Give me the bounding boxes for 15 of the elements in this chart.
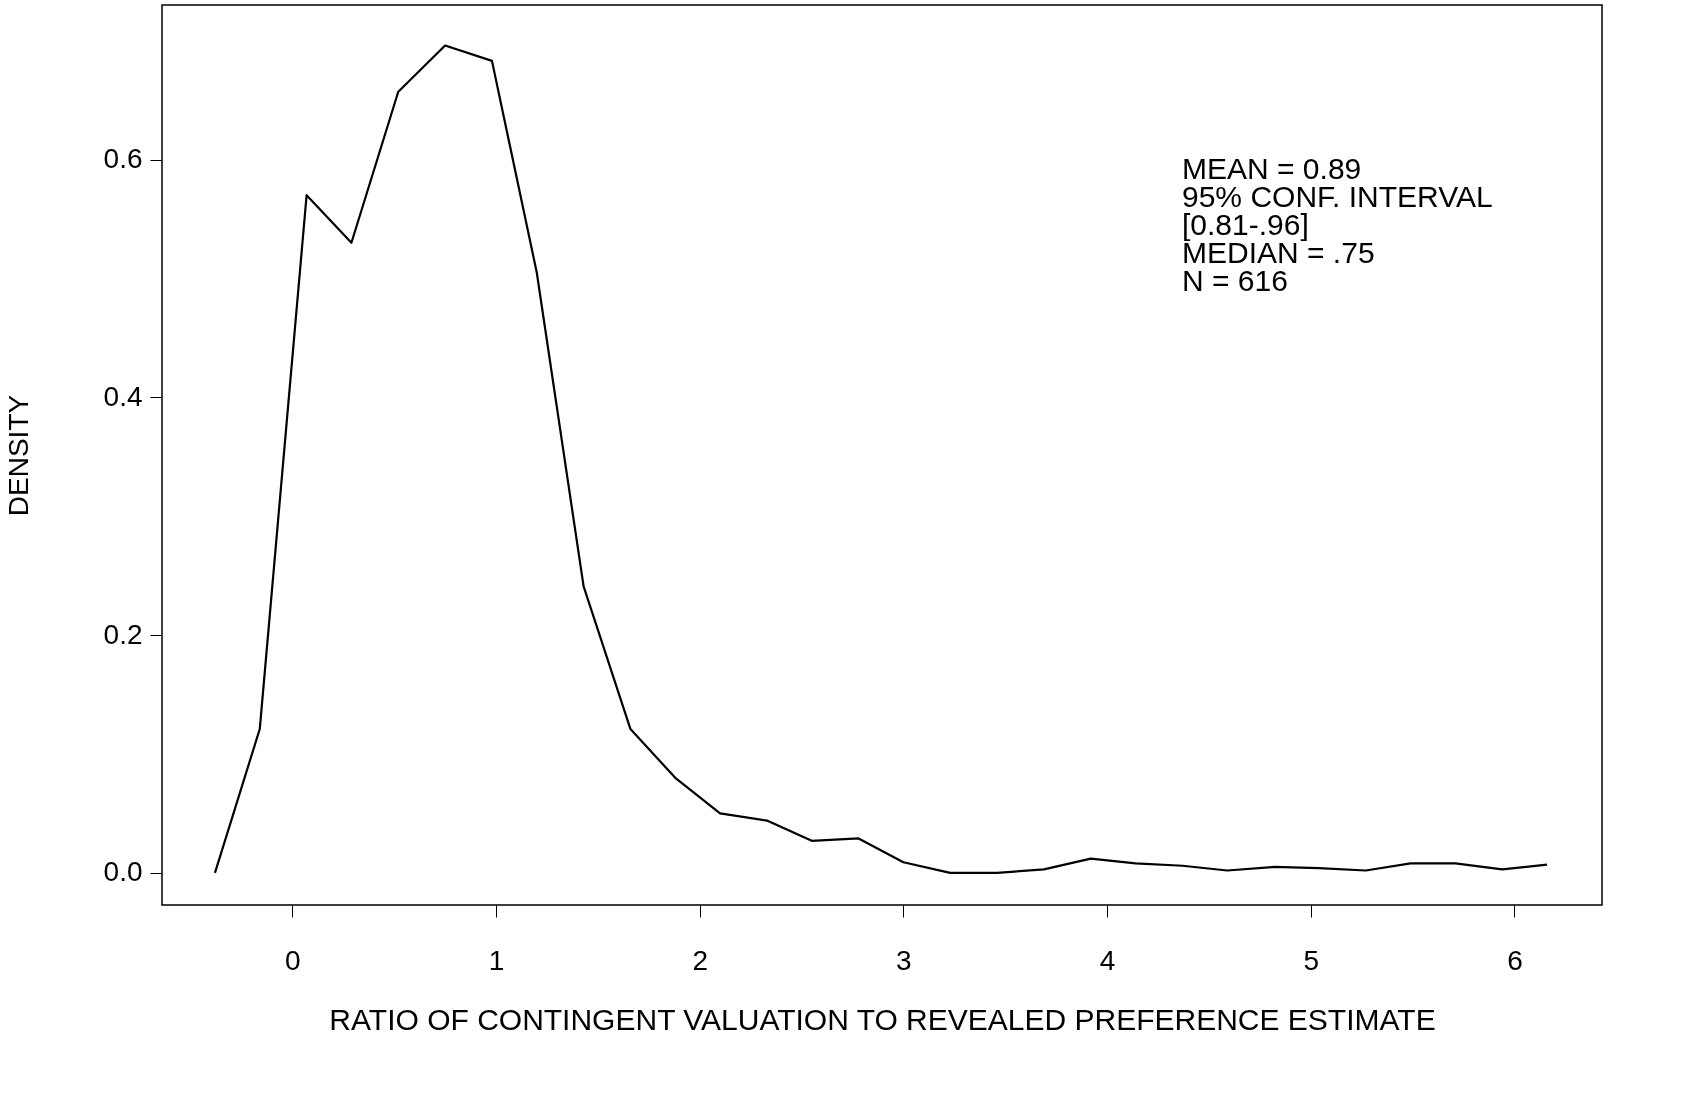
x-axis-title: RATIO OF CONTINGENT VALUATION TO REVEALED PREFERENCE ESTIMATE [329,1002,1436,1036]
x-tick-label: 3 [896,944,912,976]
y-tick-label: 0.4 [103,380,143,412]
x-tick-label: 4 [1099,944,1116,976]
x-tick-label: 2 [692,944,708,976]
y-axis-title: DENSITY [2,394,34,517]
y-tick-label: 0.6 [103,143,143,175]
y-tick-label: 0.0 [103,856,143,888]
x-tick-label: 6 [1507,944,1523,976]
x-tick-label: 0 [285,944,301,976]
x-tick-label: 5 [1303,944,1320,976]
x-tick-label: 1 [488,944,505,976]
annotation: N = 616 [1182,264,1288,297]
line-series [213,44,1549,874]
y-tick-label: 0.2 [103,618,143,650]
